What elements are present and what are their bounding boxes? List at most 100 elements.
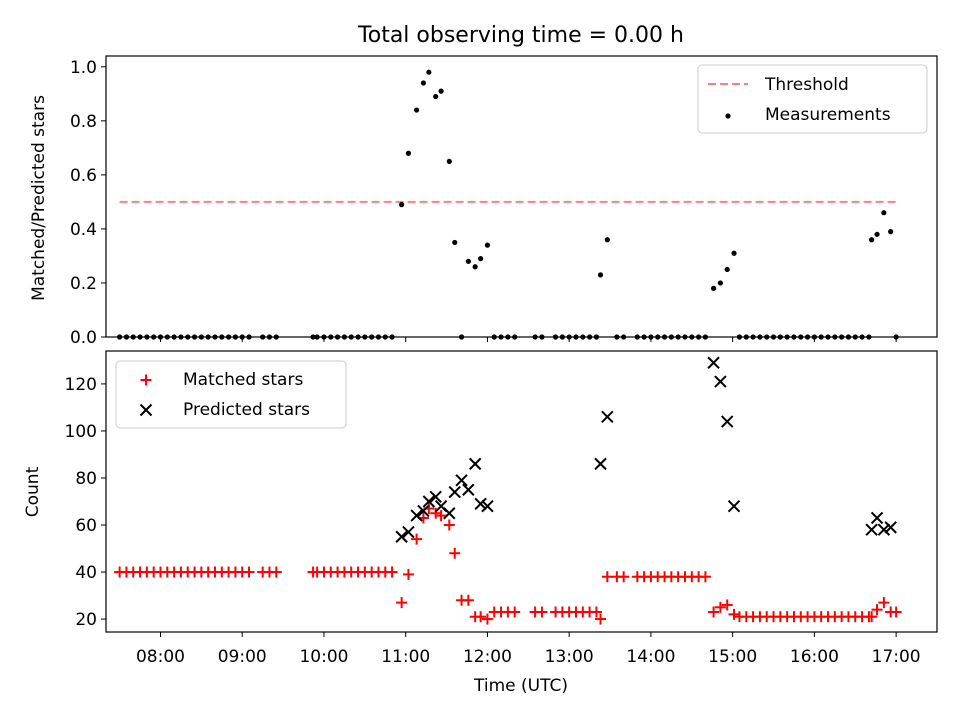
predicted-legend-label: Predicted stars xyxy=(183,400,310,420)
measurement-point xyxy=(426,69,432,75)
x-tick-label: 14:00 xyxy=(626,647,675,667)
matched-star-point xyxy=(595,613,607,625)
measurement-point xyxy=(881,210,887,216)
predicted-star-point xyxy=(714,375,727,388)
matched-star-point xyxy=(396,597,408,609)
top-y-tick-label: 0.4 xyxy=(70,220,97,240)
bottom-y-tick-label: 60 xyxy=(75,516,97,536)
measurement-point xyxy=(717,280,723,286)
matched-star-point xyxy=(243,566,255,578)
predicted-star-point xyxy=(422,495,436,508)
matched-star-point xyxy=(402,568,414,580)
top-y-tick-label: 0.0 xyxy=(70,328,97,348)
x-tick-label: 15:00 xyxy=(708,647,757,667)
measurement-point xyxy=(604,237,610,243)
bottom-y-tick-label: 120 xyxy=(65,375,97,395)
predicted-legend-marker xyxy=(139,403,153,417)
measurement-point xyxy=(724,266,730,273)
bottom-legend: Matched stars Predicted stars xyxy=(115,360,347,429)
measurement-point xyxy=(433,93,439,100)
measurement-point xyxy=(710,285,717,291)
predicted-star-point xyxy=(455,474,468,487)
measurement-point xyxy=(869,237,875,243)
measurements-legend-swatch xyxy=(725,113,731,119)
bottom-legend-box xyxy=(115,360,347,429)
matched-star-point xyxy=(411,533,423,545)
measurement-point xyxy=(405,150,412,156)
predicted-star-point xyxy=(870,511,884,525)
predicted-star-point xyxy=(720,415,734,428)
x-tick-label: 09:00 xyxy=(218,647,267,667)
measurement-point xyxy=(399,202,405,208)
measurement-point xyxy=(731,250,737,256)
top-legend-box xyxy=(697,64,928,134)
matched-star-point xyxy=(430,507,442,519)
bottom-y-tick-label: 80 xyxy=(75,469,97,489)
predicted-star-point xyxy=(410,509,423,522)
matched-legend-swatch xyxy=(140,374,152,386)
measurement-point xyxy=(465,258,471,264)
predicted-star-point xyxy=(462,483,475,496)
matched-star-point xyxy=(481,613,493,625)
predicted-star-point xyxy=(474,497,487,511)
matched-star-point xyxy=(878,597,890,609)
predicted-star-point xyxy=(468,457,482,471)
measurement-point xyxy=(414,107,420,113)
measurement-point xyxy=(874,231,880,237)
top-y-tick-label: 0.2 xyxy=(70,274,97,294)
matched-star-point xyxy=(462,594,474,606)
matched-star-point xyxy=(890,606,902,618)
x-tick-label: 13:00 xyxy=(545,647,594,667)
bottom-panel: Count Time (UTC) 08:00 09:00 10:00 11:00 12:… xyxy=(23,350,938,696)
predicted-legend-swatch xyxy=(139,403,153,417)
matched-star-point xyxy=(708,606,720,618)
bottom-y-axis-label: Count xyxy=(23,466,43,517)
counts-series xyxy=(114,356,902,625)
bottom-y-tick-label: 20 xyxy=(75,610,97,630)
top-chart-title: Total observing time = 0.00 h xyxy=(357,23,684,48)
matched-star-point xyxy=(721,599,733,611)
top-y-tick-label: 0.6 xyxy=(70,166,97,186)
measurement-point xyxy=(446,158,452,164)
bottom-axes-ticks: 08:00 09:00 10:00 11:00 12:00 13:00 14:00 15:00… xyxy=(65,375,921,667)
measurement-point xyxy=(420,80,427,86)
predicted-star-point xyxy=(877,523,891,536)
matched-star-point xyxy=(386,566,398,578)
measurement-point xyxy=(438,88,444,94)
predicted-star-point xyxy=(884,521,897,534)
top-axes-ticks: 0.0 0.2 0.4 0.6 0.8 1.0 xyxy=(70,58,897,348)
bottom-x-axis-label: Time (UTC) xyxy=(473,676,568,696)
measurement-point xyxy=(888,229,894,235)
measurement-point xyxy=(597,272,604,278)
top-y-tick-label: 1.0 xyxy=(70,58,97,78)
matched-star-point xyxy=(590,606,602,618)
measurement-point xyxy=(472,264,478,270)
bottom-y-tick-label: 100 xyxy=(65,422,97,442)
predicted-star-point xyxy=(417,504,430,518)
predicted-star-point xyxy=(865,523,878,536)
matched-star-point xyxy=(449,547,461,559)
bottom-plot-frame xyxy=(105,350,938,633)
predicted-star-point xyxy=(707,356,720,369)
matched-star-point xyxy=(714,601,726,613)
matched-star-point xyxy=(475,611,487,623)
measurements-legend-label: Measurements xyxy=(765,105,891,125)
matched-star-point xyxy=(618,571,630,583)
predicted-star-point xyxy=(601,410,614,424)
threshold-legend-label: Threshold xyxy=(764,75,849,95)
predicted-star-point xyxy=(481,499,494,513)
x-tick-label: 08:00 xyxy=(136,647,185,667)
predicted-star-point xyxy=(448,485,461,499)
matched-star-point xyxy=(871,604,883,616)
matched-legend-label: Matched stars xyxy=(183,370,303,390)
x-tick-label: 17:00 xyxy=(872,647,921,667)
predicted-star-point xyxy=(395,530,408,543)
matched-star-point xyxy=(443,519,455,531)
matched-star-point xyxy=(509,606,521,618)
matched-legend-marker xyxy=(140,374,152,386)
matched-star-point xyxy=(699,571,711,583)
x-tick-label: 10:00 xyxy=(299,647,348,667)
predicted-star-point xyxy=(727,499,741,513)
predicted-star-point xyxy=(443,507,456,520)
